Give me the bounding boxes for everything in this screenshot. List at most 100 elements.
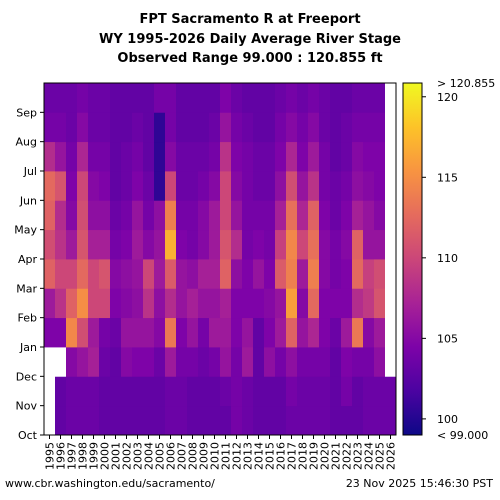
heatmap-cell [121, 112, 133, 143]
heatmap-cell [330, 112, 342, 143]
heatmap-cell [121, 200, 133, 231]
heatmap-cell [220, 317, 232, 348]
heatmap-cell [319, 83, 331, 113]
heatmap-cell [165, 405, 177, 436]
heatmap-cell [352, 259, 364, 289]
heatmap-cell [319, 347, 331, 377]
heatmap-cell [286, 317, 298, 348]
heatmap-cell [275, 83, 287, 113]
heatmap-cell [44, 83, 56, 113]
colorbar-over-label: > 120.855 [437, 77, 495, 90]
heatmap-cell [132, 317, 144, 348]
heatmap-cell [55, 376, 67, 407]
heatmap-cell [242, 259, 254, 289]
heatmap-cell [176, 112, 188, 143]
x-tick-label: 2005 [154, 442, 167, 470]
heatmap-cell [66, 229, 78, 260]
heatmap-cell [143, 405, 155, 436]
heatmap-cell [385, 317, 397, 348]
heatmap-cell [286, 259, 298, 289]
heatmap-cell [330, 141, 342, 172]
heatmap-cell [110, 141, 122, 172]
heatmap-cell [286, 200, 298, 231]
heatmap-cell [231, 83, 243, 113]
heatmap-cell [77, 259, 89, 289]
heatmap-cell [275, 171, 287, 201]
heatmap-cell [121, 83, 133, 113]
heatmap-cell [352, 83, 364, 113]
heatmap-cell [121, 376, 133, 407]
heatmap-cell [363, 405, 375, 436]
heatmap-cell [132, 112, 144, 143]
heatmap-cell [253, 83, 265, 113]
heatmap-cell [297, 171, 309, 201]
heatmap-cell [132, 141, 144, 172]
heatmap-cell [330, 376, 342, 407]
x-tick-label: 1995 [44, 442, 57, 470]
colorbar [402, 82, 423, 436]
heatmap-cell [253, 317, 265, 348]
heatmap-cell [264, 200, 276, 231]
heatmap-cell [143, 112, 155, 143]
heatmap-cell [220, 171, 232, 201]
heatmap-cell [374, 347, 386, 377]
heatmap-cell [363, 200, 375, 231]
heatmap-cell [253, 200, 265, 231]
heatmap-cell [99, 141, 111, 172]
heatmap-cell [330, 317, 342, 348]
heatmap-cell [264, 288, 276, 319]
heatmap-cell [99, 200, 111, 231]
heatmap-cell [110, 171, 122, 201]
heatmap-cell [99, 317, 111, 348]
heatmap-cell [220, 200, 232, 231]
heatmap-cell [110, 229, 122, 260]
heatmap-cell [66, 317, 78, 348]
heatmap-cell [88, 171, 100, 201]
heatmap-cell [110, 288, 122, 319]
heatmap-cell [198, 405, 210, 436]
heatmap-cell [88, 405, 100, 436]
heatmap-cell [55, 112, 67, 143]
heatmap-cell [88, 259, 100, 289]
heatmap-cell [209, 141, 221, 172]
heatmap-cell [132, 171, 144, 201]
heatmap-cell [143, 288, 155, 319]
heatmap-cell [242, 83, 254, 113]
heatmap-cell [231, 141, 243, 172]
heatmap-cell [275, 200, 287, 231]
heatmap-cell [264, 229, 276, 260]
heatmap-cell [297, 288, 309, 319]
heatmap-cell [176, 376, 188, 407]
colorbar-under-label: < 99.000 [437, 429, 488, 442]
heatmap-cell [121, 288, 133, 319]
heatmap-cell [165, 347, 177, 377]
heatmap-cell [198, 347, 210, 377]
heatmap-cell [253, 171, 265, 201]
x-tick-label: 2000 [99, 442, 112, 470]
x-tick-label: 2001 [110, 442, 123, 470]
chart-title-line-1: FPT Sacramento R at Freeport [139, 12, 361, 27]
heatmap-cell [132, 347, 144, 377]
heatmap-cell [121, 347, 133, 377]
heatmap-cell [198, 229, 210, 260]
x-tick-label: 2023 [352, 442, 365, 470]
heatmap-cell [209, 405, 221, 436]
y-tick-label: Sep [16, 106, 37, 119]
heatmap-cell [275, 112, 287, 143]
heatmap-cell [44, 200, 56, 231]
heatmap-cell [99, 83, 111, 113]
heatmap-cell [385, 259, 397, 289]
heatmap-cell [132, 200, 144, 231]
heatmap-cell [176, 83, 188, 113]
x-tick-label: 2002 [121, 442, 134, 470]
heatmap-cell [198, 317, 210, 348]
heatmap-cell [253, 347, 265, 377]
heatmap-cell [165, 317, 177, 348]
y-tick-label: Jun [19, 194, 37, 207]
heatmap-cell [374, 376, 386, 407]
heatmap-cell [121, 171, 133, 201]
heatmap-cell [385, 200, 397, 231]
heatmap-cell [297, 317, 309, 348]
heatmap-cell [187, 405, 199, 436]
heatmap-cell [242, 288, 254, 319]
